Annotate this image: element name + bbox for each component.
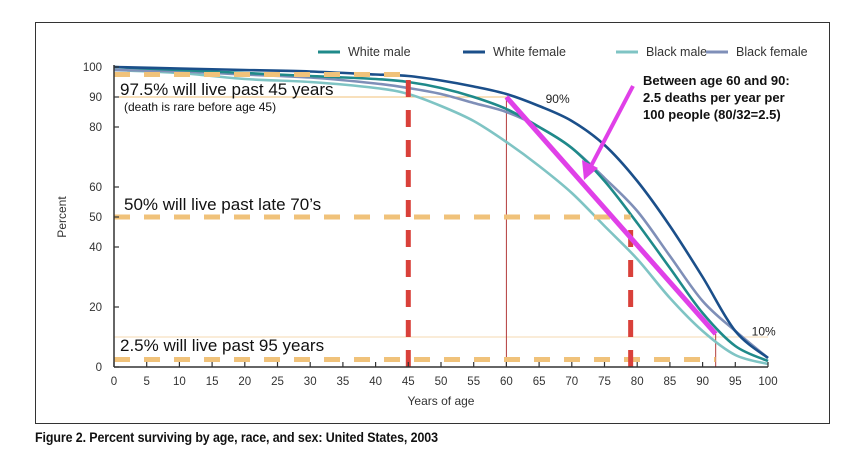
x-tick-label: 65 (533, 376, 546, 388)
axes-layer: 0 5 10 15 20 25 30 35 40 45 50 55 60 65 70 75 80 85 90 95 10… (55, 62, 778, 408)
survival-chart: 0 5 10 15 20 25 30 35 40 45 50 55 60 65 70 75 80 85 90 95 10… (55, 45, 808, 408)
y-tick-label: 20 (89, 302, 102, 314)
legend-label-black-male: Black male (646, 45, 707, 59)
y-axis-title: Percent (55, 196, 69, 238)
point-label-10-percent: 10% (752, 325, 776, 339)
x-tick-label: 40 (369, 376, 382, 388)
x-tick-label: 75 (598, 376, 611, 388)
y-tick-label: 100 (83, 62, 102, 74)
x-tick-label: 0 (111, 376, 117, 388)
annotation-text-layer: 97.5% will live past 45 years(death is r… (120, 73, 790, 355)
y-tick-label: 40 (89, 242, 102, 254)
callout-arrow-head (582, 160, 598, 180)
callout-text-line-1: 2.5 deaths per year per (643, 90, 785, 105)
x-tick-label: 55 (467, 376, 480, 388)
x-tick-label: 20 (238, 376, 251, 388)
x-tick-label: 30 (304, 376, 317, 388)
callout-text-line-0: Between age 60 and 90: (643, 73, 790, 88)
x-tick-label: 15 (206, 376, 219, 388)
y-tick-label: 50 (89, 212, 102, 224)
annotation-50-percent: 50% will live past late 70’s (124, 195, 321, 214)
x-tick-label: 80 (631, 376, 644, 388)
x-tick-label: 5 (143, 376, 149, 388)
figure-caption: Figure 2. Percent surviving by age, race… (35, 430, 438, 445)
series-line-black-male (113, 68, 769, 366)
x-tick-label: 100 (758, 376, 777, 388)
legend-label-black-female: Black female (736, 45, 808, 59)
x-axis-title: Years of age (408, 394, 475, 408)
x-tick-label: 60 (500, 376, 513, 388)
annotation-foreground-layer (114, 72, 718, 367)
x-tick-label: 10 (173, 376, 186, 388)
point-label-90-percent: 90% (546, 92, 570, 106)
x-tick-label: 90 (696, 376, 709, 388)
annotation-2-5-percent: 2.5% will live past 95 years (120, 336, 324, 355)
series-line-white-female (113, 65, 769, 360)
callout-arrow-shaft (588, 85, 635, 169)
legend-label-white-female: White female (493, 45, 566, 59)
y-tick-label: 60 (89, 182, 102, 194)
x-tick-label: 85 (664, 376, 677, 388)
y-tick-label: 90 (89, 92, 102, 104)
annotation-background-layer (114, 96, 768, 367)
x-tick-label: 45 (402, 376, 415, 388)
annotation-death-rare: (death is rare before age 45) (124, 100, 276, 114)
legend: White male White female Black male Black fe… (318, 45, 808, 59)
x-tick-label: 95 (729, 376, 742, 388)
x-tick-label: 70 (565, 376, 578, 388)
x-tick-label: 35 (337, 376, 350, 388)
figure-frame: 0 5 10 15 20 25 30 35 40 45 50 55 60 65 70 75 80 85 90 95 10… (35, 22, 830, 424)
callout-text-line-2: 100 people (80/32=2.5) (643, 107, 781, 122)
x-tick-label: 50 (435, 376, 448, 388)
x-tick-label: 25 (271, 376, 284, 388)
slope-line (504, 95, 718, 336)
annotation-97-5-percent: 97.5% will live past 45 years (120, 80, 334, 99)
y-tick-label: 80 (89, 122, 102, 134)
legend-label-white-male: White male (348, 45, 411, 59)
y-tick-label: 0 (96, 362, 102, 374)
